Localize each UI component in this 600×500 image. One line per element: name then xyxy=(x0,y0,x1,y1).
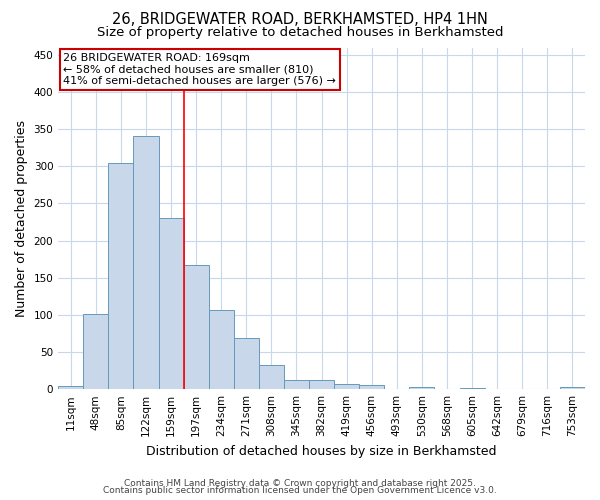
Bar xyxy=(234,338,259,389)
Bar xyxy=(359,384,385,389)
Bar xyxy=(133,136,158,389)
Bar xyxy=(409,387,434,389)
Bar xyxy=(309,380,334,389)
Y-axis label: Number of detached properties: Number of detached properties xyxy=(15,120,28,317)
Text: 26, BRIDGEWATER ROAD, BERKHAMSTED, HP4 1HN: 26, BRIDGEWATER ROAD, BERKHAMSTED, HP4 1… xyxy=(112,12,488,28)
Bar xyxy=(284,380,309,389)
Bar xyxy=(158,218,184,389)
Bar xyxy=(560,387,585,389)
Text: Size of property relative to detached houses in Berkhamsted: Size of property relative to detached ho… xyxy=(97,26,503,39)
Text: 26 BRIDGEWATER ROAD: 169sqm
← 58% of detached houses are smaller (810)
41% of se: 26 BRIDGEWATER ROAD: 169sqm ← 58% of det… xyxy=(64,52,337,86)
Bar xyxy=(334,384,359,389)
Bar xyxy=(209,310,234,389)
Bar xyxy=(83,314,109,389)
Bar xyxy=(58,386,83,389)
Text: Contains HM Land Registry data © Crown copyright and database right 2025.: Contains HM Land Registry data © Crown c… xyxy=(124,478,476,488)
Text: Contains public sector information licensed under the Open Government Licence v3: Contains public sector information licen… xyxy=(103,486,497,495)
Bar xyxy=(184,265,209,389)
Bar xyxy=(259,364,284,389)
X-axis label: Distribution of detached houses by size in Berkhamsted: Distribution of detached houses by size … xyxy=(146,444,497,458)
Bar xyxy=(460,388,485,389)
Bar xyxy=(109,162,133,389)
